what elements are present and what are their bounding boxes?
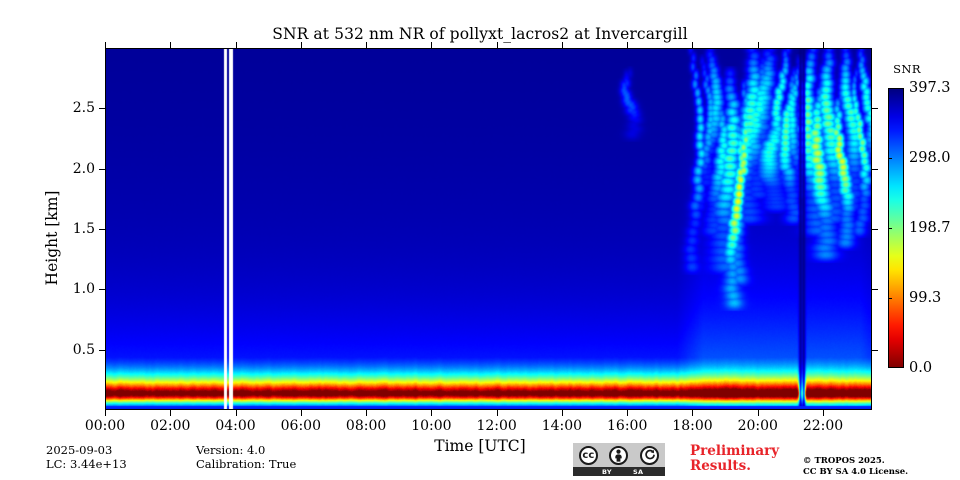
cc-sharealike-icon [640,445,660,465]
y-tick-mark [99,108,105,110]
y-tick-mark-right [872,229,878,230]
x-axis-label: Time [UTC] [434,437,526,455]
cc-sa-label: SA [633,467,644,476]
y-tick-mark [99,349,105,351]
copyright-line-2: CC BY SA 4.0 License. [803,466,909,477]
colorbar-tick-label: 0.0 [909,360,933,376]
footer-date: 2025-09-03 [46,443,113,457]
x-tick-mark [627,410,629,416]
y-tick-label: 2.0 [72,160,95,177]
y-tick-mark [99,289,105,291]
x-tick-mark [431,410,433,416]
colorbar-tick-mark [888,227,892,229]
colorbar-tick-mark [888,157,892,159]
heatmap-plot-area[interactable] [105,48,872,410]
cc-by-label: BY [602,467,612,476]
y-tick-label: 1.0 [72,281,95,298]
y-tick-label: 0.5 [72,341,95,358]
x-tick-label: 00:00 [84,418,126,434]
x-tick-label: 10:00 [411,418,452,434]
colorbar-gradient [889,89,903,367]
y-tick-mark [99,229,105,230]
cc-badge-icons: cc [573,443,665,467]
colorbar-tick-label: 298.0 [909,149,951,166]
x-tick-mark-top [431,42,433,48]
preliminary-line-1: Preliminary [690,443,780,459]
x-tick-mark-top [627,42,629,48]
x-tick-label: 06:00 [280,418,322,434]
x-tick-mark-top [366,42,368,48]
x-tick-mark-top [757,42,759,48]
x-tick-label: 12:00 [476,418,517,434]
cc-badge-labels: BY SA [573,467,665,476]
x-tick-mark-top [300,42,302,48]
x-tick-label: 02:00 [150,418,191,434]
x-tick-mark-top [105,42,106,48]
x-tick-label: 08:00 [345,418,387,434]
footer-lidar-constant: LC: 3.44e+13 [46,457,127,471]
x-tick-mark [496,410,498,416]
colorbar-tick-label: 99.3 [909,290,942,307]
y-tick-label: 1.5 [72,221,95,237]
x-tick-label: 22:00 [802,418,844,434]
preliminary-results-note: Preliminary Results. [690,444,779,473]
y-tick-mark-right [872,349,878,351]
x-tick-mark-top [235,42,237,48]
colorbar-title: SNR [893,62,921,76]
x-tick-mark-top [692,42,694,48]
chart-title: SNR at 532 nm NR of pollyxt_lacros2 at I… [272,25,688,43]
x-tick-mark [757,410,759,416]
x-tick-mark-top [496,42,498,48]
preliminary-line-2: Results. [690,457,751,474]
copyright-block: © TROPOS 2025. CC BY SA 4.0 License. [803,456,908,477]
x-tick-mark [170,410,172,416]
colorbar-tick-label: 397.3 [909,80,951,96]
x-tick-label: 04:00 [215,418,256,434]
y-tick-mark-right [872,108,878,110]
cc-attribution-person-icon [609,445,629,465]
x-tick-mark-top [823,42,825,48]
y-tick-mark-right [872,168,878,170]
x-tick-mark-top [561,42,563,48]
footer-calibration: Calibration: True [196,457,297,471]
x-tick-mark [366,410,368,416]
x-tick-label: 16:00 [607,418,648,434]
heatmap-image [106,49,871,409]
creative-commons-license-icon[interactable]: cc BY SA [573,443,665,476]
x-tick-mark [300,410,302,416]
x-tick-mark [561,410,563,416]
x-tick-label: 18:00 [672,418,713,434]
footer-version: Version: 4.0 [196,443,266,457]
x-tick-mark [105,410,106,416]
x-tick-mark [823,410,825,416]
x-tick-label: 20:00 [737,418,778,434]
cc-logo-icon: cc [578,445,598,465]
y-tick-label: 2.5 [72,100,95,117]
x-tick-mark [235,410,237,416]
colorbar-tick-label: 198.7 [909,219,951,236]
y-tick-mark [99,168,105,170]
x-tick-label: 14:00 [541,418,583,434]
x-tick-mark-top [170,42,172,48]
colorbar-tick-mark [888,298,892,300]
y-tick-mark-right [872,289,878,291]
copyright-line-1: © TROPOS 2025. [803,456,885,466]
y-axis-label: Height [km] [43,190,61,286]
x-tick-mark [692,410,694,416]
